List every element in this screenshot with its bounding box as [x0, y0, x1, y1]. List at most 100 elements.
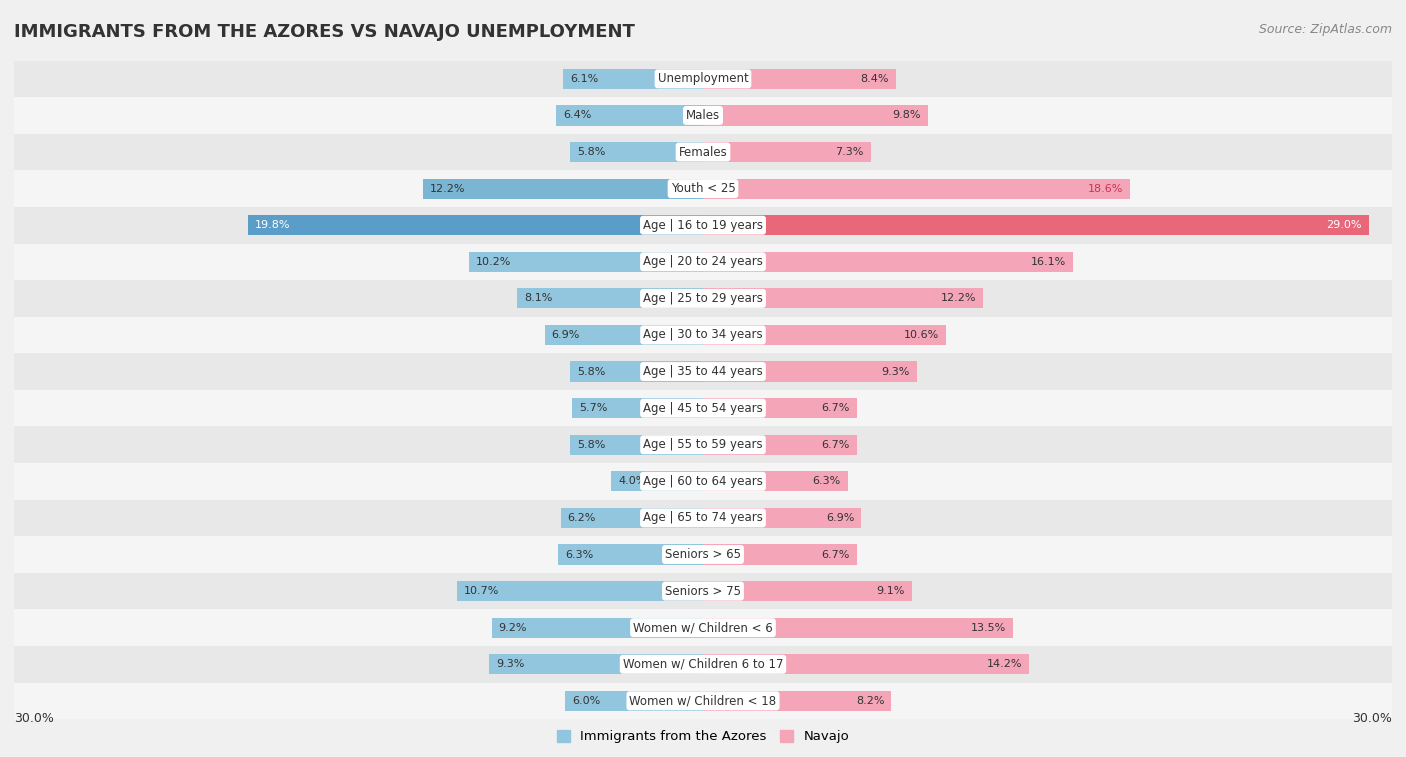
Bar [569, 435, 703, 455]
Bar [14, 390, 1392, 426]
Text: 6.3%: 6.3% [565, 550, 593, 559]
Text: 6.9%: 6.9% [827, 513, 855, 523]
Text: 18.6%: 18.6% [1088, 184, 1123, 194]
Text: Women w/ Children < 6: Women w/ Children < 6 [633, 621, 773, 634]
Bar [561, 508, 703, 528]
Text: 16.1%: 16.1% [1031, 257, 1066, 266]
Text: 9.1%: 9.1% [877, 586, 905, 596]
Text: 14.2%: 14.2% [987, 659, 1022, 669]
Text: Age | 30 to 34 years: Age | 30 to 34 years [643, 329, 763, 341]
Bar [14, 316, 1392, 354]
Bar [14, 61, 1392, 97]
Text: 5.8%: 5.8% [576, 147, 605, 157]
Text: Seniors > 75: Seniors > 75 [665, 584, 741, 597]
Text: 6.9%: 6.9% [551, 330, 579, 340]
Bar [569, 362, 703, 382]
Bar [14, 97, 1392, 134]
Text: 29.0%: 29.0% [1327, 220, 1362, 230]
Text: 6.3%: 6.3% [813, 476, 841, 486]
Bar [14, 280, 1392, 316]
Bar [703, 69, 896, 89]
Bar [562, 69, 703, 89]
Text: Age | 55 to 59 years: Age | 55 to 59 years [643, 438, 763, 451]
Bar [14, 244, 1392, 280]
Text: 8.1%: 8.1% [524, 294, 553, 304]
Bar [14, 683, 1392, 719]
Text: Seniors > 65: Seniors > 65 [665, 548, 741, 561]
Bar [492, 618, 703, 637]
Text: 13.5%: 13.5% [972, 623, 1007, 633]
Text: Age | 20 to 24 years: Age | 20 to 24 years [643, 255, 763, 268]
Bar [703, 472, 848, 491]
Text: 9.2%: 9.2% [499, 623, 527, 633]
Text: 10.2%: 10.2% [475, 257, 510, 266]
Bar [612, 472, 703, 491]
Text: 6.1%: 6.1% [569, 74, 598, 84]
Bar [544, 325, 703, 345]
Text: Unemployment: Unemployment [658, 73, 748, 86]
Text: 8.4%: 8.4% [860, 74, 889, 84]
Text: Females: Females [679, 145, 727, 158]
Text: 5.8%: 5.8% [576, 366, 605, 376]
Bar [14, 463, 1392, 500]
Bar [703, 581, 912, 601]
Bar [703, 325, 946, 345]
Text: Source: ZipAtlas.com: Source: ZipAtlas.com [1258, 23, 1392, 36]
Bar [249, 215, 703, 235]
Text: 9.3%: 9.3% [496, 659, 524, 669]
Bar [703, 435, 856, 455]
Text: Age | 45 to 54 years: Age | 45 to 54 years [643, 402, 763, 415]
Text: 19.8%: 19.8% [256, 220, 291, 230]
Text: 7.3%: 7.3% [835, 147, 863, 157]
Bar [703, 398, 856, 418]
Bar [703, 215, 1369, 235]
Text: IMMIGRANTS FROM THE AZORES VS NAVAJO UNEMPLOYMENT: IMMIGRANTS FROM THE AZORES VS NAVAJO UNE… [14, 23, 636, 41]
Bar [14, 354, 1392, 390]
Bar [14, 500, 1392, 536]
Text: 6.7%: 6.7% [821, 440, 851, 450]
Bar [14, 573, 1392, 609]
Bar [703, 179, 1130, 198]
Text: 12.2%: 12.2% [430, 184, 465, 194]
Bar [457, 581, 703, 601]
Text: Age | 16 to 19 years: Age | 16 to 19 years [643, 219, 763, 232]
Bar [703, 252, 1073, 272]
Bar [703, 288, 983, 308]
Text: Age | 25 to 29 years: Age | 25 to 29 years [643, 292, 763, 305]
Text: 30.0%: 30.0% [1353, 712, 1392, 724]
Text: Women w/ Children 6 to 17: Women w/ Children 6 to 17 [623, 658, 783, 671]
Bar [703, 105, 928, 126]
Bar [703, 654, 1029, 674]
Bar [703, 544, 856, 565]
Text: 10.7%: 10.7% [464, 586, 499, 596]
Text: Males: Males [686, 109, 720, 122]
Bar [489, 654, 703, 674]
Bar [703, 142, 870, 162]
Text: 9.3%: 9.3% [882, 366, 910, 376]
Text: 9.8%: 9.8% [893, 111, 921, 120]
Bar [703, 508, 862, 528]
Bar [14, 609, 1392, 646]
Bar [14, 207, 1392, 244]
Text: 5.7%: 5.7% [579, 403, 607, 413]
Bar [569, 142, 703, 162]
Bar [14, 646, 1392, 683]
Text: Women w/ Children < 18: Women w/ Children < 18 [630, 694, 776, 707]
Text: 5.8%: 5.8% [576, 440, 605, 450]
Bar [14, 536, 1392, 573]
Text: Age | 65 to 74 years: Age | 65 to 74 years [643, 512, 763, 525]
Text: 6.7%: 6.7% [821, 403, 851, 413]
Bar [14, 426, 1392, 463]
Bar [555, 105, 703, 126]
Legend: Immigrants from the Azores, Navajo: Immigrants from the Azores, Navajo [551, 724, 855, 749]
Bar [14, 170, 1392, 207]
Bar [468, 252, 703, 272]
Bar [517, 288, 703, 308]
Text: Age | 60 to 64 years: Age | 60 to 64 years [643, 475, 763, 488]
Text: 6.7%: 6.7% [821, 550, 851, 559]
Text: 12.2%: 12.2% [941, 294, 976, 304]
Bar [572, 398, 703, 418]
Text: 6.2%: 6.2% [568, 513, 596, 523]
Text: 6.4%: 6.4% [562, 111, 592, 120]
Bar [703, 691, 891, 711]
